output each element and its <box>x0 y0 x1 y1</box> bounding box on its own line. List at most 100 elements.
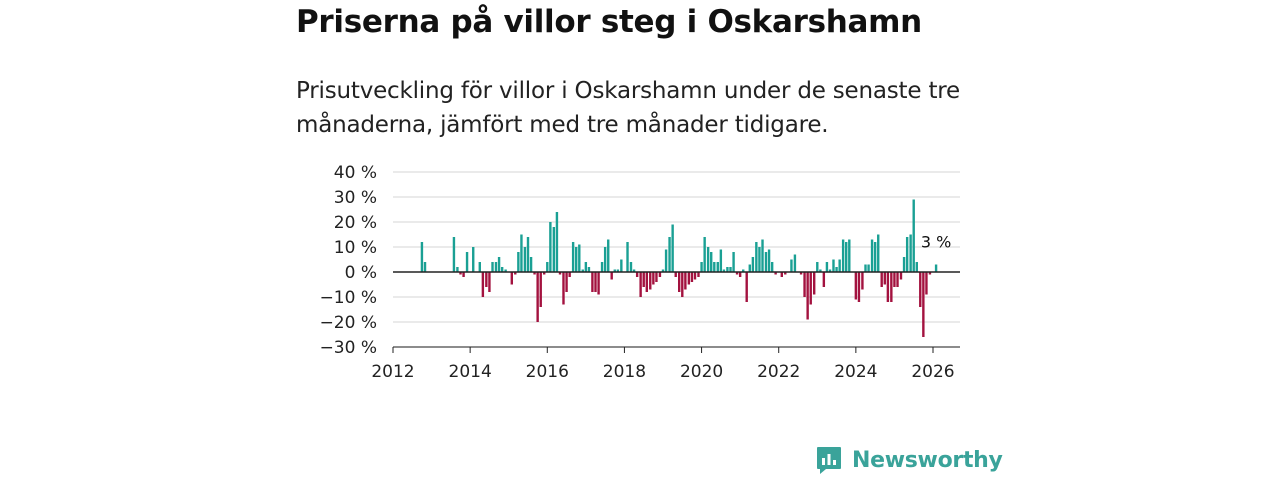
bar <box>767 249 771 272</box>
bar <box>886 272 890 302</box>
bar <box>568 272 571 277</box>
bar <box>485 272 488 287</box>
brand-logo: Newsworthy <box>816 446 1003 474</box>
bar <box>841 239 845 272</box>
bar <box>658 272 662 277</box>
bar <box>539 272 542 307</box>
bar <box>928 272 932 275</box>
bar <box>652 272 655 285</box>
bar <box>491 262 494 272</box>
bar <box>890 272 893 302</box>
bar <box>456 267 459 272</box>
bar <box>423 262 427 272</box>
bar <box>806 272 809 320</box>
bar <box>459 272 462 275</box>
bar <box>510 272 513 285</box>
chart-title: Priserna på villor steg i Oskarshamn <box>296 4 922 40</box>
bar <box>504 269 507 272</box>
bar <box>674 272 677 277</box>
bar <box>764 252 768 272</box>
bar <box>681 272 684 297</box>
bar <box>671 224 674 272</box>
bar <box>854 272 858 300</box>
bar <box>620 259 623 272</box>
bar <box>635 272 639 277</box>
bar <box>578 244 581 272</box>
bar <box>529 257 533 272</box>
x-tick-label: 2012 <box>371 362 414 382</box>
bar <box>905 237 909 272</box>
bar <box>735 272 739 275</box>
bar <box>607 239 610 272</box>
bar <box>594 272 597 292</box>
bar <box>700 262 703 272</box>
x-tick-label: 2014 <box>449 362 492 382</box>
bar <box>523 247 527 272</box>
bar <box>420 242 424 272</box>
bar <box>697 272 700 277</box>
bar <box>902 257 906 272</box>
bar <box>710 252 713 272</box>
bar <box>494 262 498 272</box>
bar <box>536 272 539 322</box>
bar <box>877 234 880 272</box>
bar <box>867 264 870 272</box>
bar <box>645 272 648 292</box>
bar <box>603 247 607 272</box>
bar <box>526 237 530 272</box>
x-tick-label: 2026 <box>911 362 954 382</box>
bars <box>420 199 938 337</box>
bar <box>738 272 742 277</box>
bar <box>684 272 687 290</box>
bar <box>488 272 491 292</box>
bar <box>758 247 761 272</box>
y-axis: 40 % 30 % 20 % 10 % 0 % −10 % −20 % −30 % <box>320 163 377 358</box>
x-tick-label: 2024 <box>834 362 877 382</box>
bar <box>533 272 536 275</box>
bar <box>629 262 633 272</box>
bar <box>584 262 588 272</box>
bar <box>693 272 697 280</box>
bar <box>919 272 922 307</box>
bar <box>565 272 568 292</box>
bar <box>555 212 559 272</box>
bar <box>514 272 517 275</box>
bar <box>626 242 629 272</box>
bar <box>838 259 841 272</box>
bar <box>500 267 504 272</box>
bar <box>549 222 552 272</box>
bar <box>922 272 925 337</box>
bar <box>642 272 645 287</box>
bar <box>703 237 706 272</box>
bar <box>610 272 613 280</box>
bar <box>751 257 755 272</box>
y-tick-label: 40 % <box>334 163 377 183</box>
bar <box>828 269 832 272</box>
newsworthy-logo-icon <box>817 447 841 474</box>
y-tick-label: 0 % <box>345 263 377 283</box>
bar <box>726 267 729 272</box>
bar <box>452 237 456 272</box>
bar <box>517 252 520 272</box>
bar <box>809 272 812 305</box>
bar <box>639 272 642 297</box>
bar <box>761 239 764 272</box>
bar <box>575 247 578 272</box>
bar <box>616 269 620 272</box>
bar <box>562 272 565 305</box>
x-tick-label: 2022 <box>757 362 800 382</box>
bar <box>774 272 777 275</box>
bar <box>462 272 465 277</box>
bar <box>552 227 556 272</box>
bar <box>472 247 475 272</box>
bar <box>770 262 774 272</box>
bar <box>664 249 668 272</box>
bar <box>870 239 874 272</box>
bar <box>825 262 829 272</box>
bar <box>722 269 726 272</box>
bar <box>687 272 691 285</box>
bar <box>909 234 912 272</box>
bar <box>893 272 896 287</box>
bar <box>934 264 938 272</box>
